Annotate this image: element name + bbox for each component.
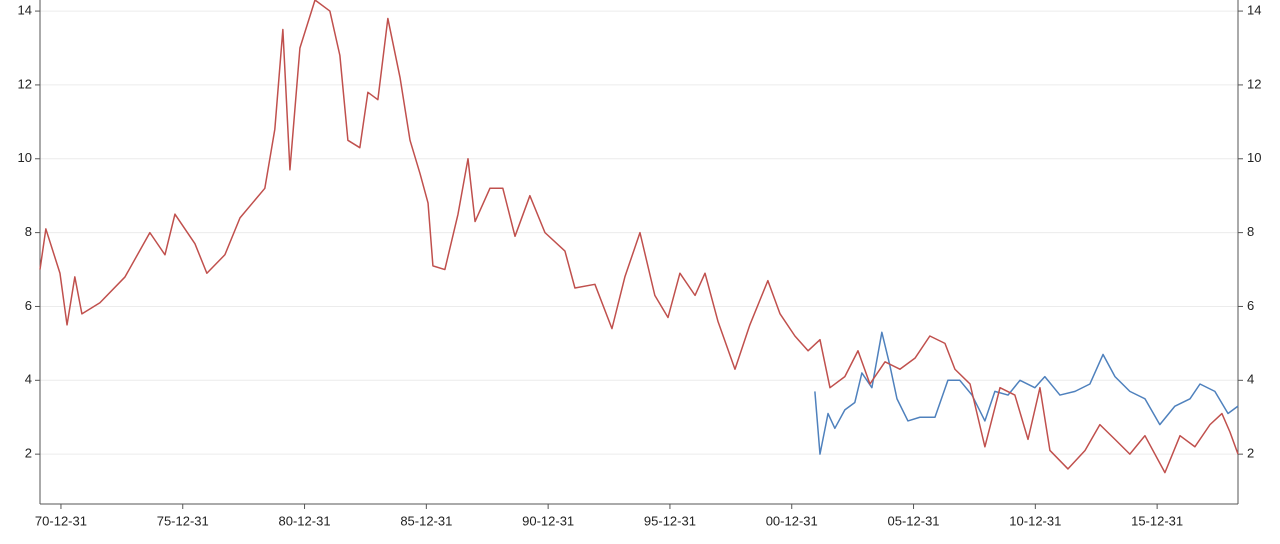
x-tick-label: 85-12-31 [400,513,452,528]
x-tick-label: 80-12-31 [279,513,331,528]
x-tick-label: 75-12-31 [157,513,209,528]
x-tick-label: 90-12-31 [522,513,574,528]
y2-tick-label: 2 [1247,446,1254,461]
x-tick-label: 05-12-31 [888,513,940,528]
y2-tick-label: 4 [1247,372,1254,387]
y2-tick-label: 8 [1247,224,1254,239]
y2-tick-label: 14 [1247,3,1261,18]
y2-tick-label: 6 [1247,298,1254,313]
y-tick-label: 14 [18,3,32,18]
series-line [814,331,1239,455]
y-tick-label: 12 [18,76,32,91]
y-tick-label: 8 [25,224,32,239]
x-tick-label: 15-12-31 [1131,513,1183,528]
x-tick-label: 10-12-31 [1009,513,1061,528]
y2-tick-label: 12 [1247,76,1261,91]
y-tick-label: 10 [18,150,32,165]
y-tick-label: 2 [25,446,32,461]
x-tick-label: 70-12-31 [35,513,87,528]
y-tick-label: 6 [25,298,32,313]
x-tick-label: 95-12-31 [644,513,696,528]
x-tick-label: 00-12-31 [766,513,818,528]
series-line [39,0,1239,474]
y-tick-label: 4 [25,372,32,387]
y2-tick-label: 10 [1247,150,1261,165]
